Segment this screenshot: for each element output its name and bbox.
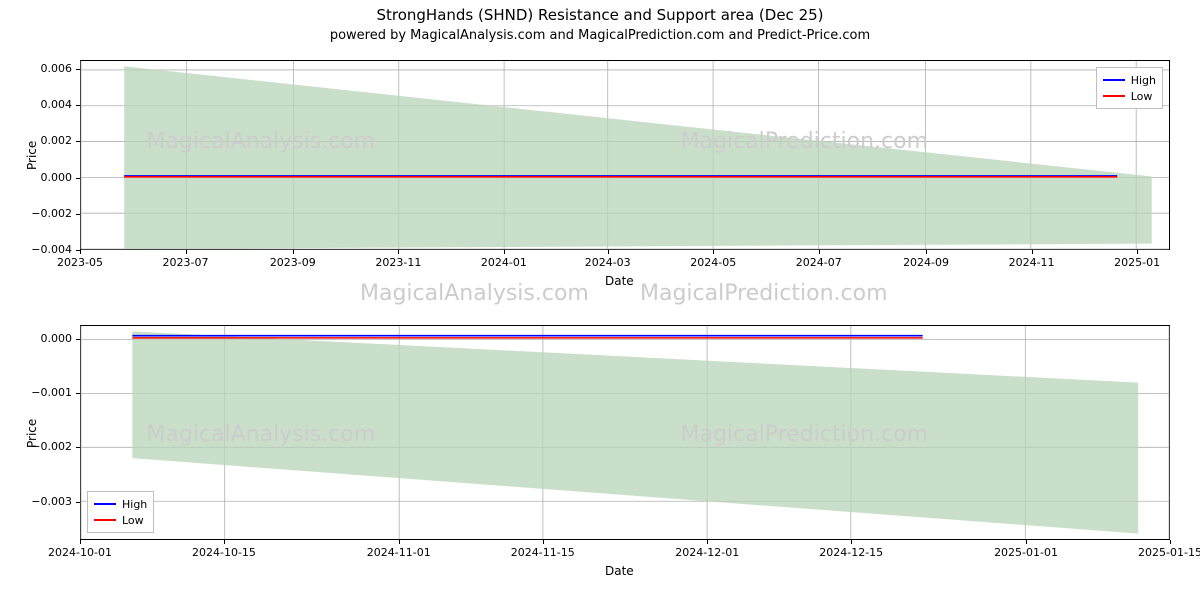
- x-tick-label: 2025-01-15: [1135, 546, 1200, 559]
- legend-label: Low: [122, 514, 144, 527]
- x-tick-label: 2024-05: [678, 256, 748, 269]
- y-tick-label: 0.004: [41, 98, 73, 111]
- y-tick-label: −0.003: [31, 495, 72, 508]
- legend-label: High: [122, 498, 147, 511]
- chart-subtitle: powered by MagicalAnalysis.com and Magic…: [0, 28, 1200, 43]
- legend-item: Low: [94, 512, 147, 528]
- watermark-text: MagicalAnalysis.com: [360, 281, 589, 306]
- subplot-top: MagicalAnalysis.comMagicalPrediction.com…: [80, 60, 1170, 250]
- legend-label: Low: [1131, 90, 1153, 103]
- legend-item: Low: [1103, 88, 1156, 104]
- y-tick-label: −0.004: [31, 243, 72, 256]
- legend-label: High: [1131, 74, 1156, 87]
- x-tick-label: 2024-11-01: [364, 546, 434, 559]
- legend-swatch: [1103, 95, 1125, 97]
- legend-item: High: [1103, 72, 1156, 88]
- y-axis-label: Price: [25, 418, 39, 447]
- x-tick-label: 2023-07: [151, 256, 221, 269]
- x-tick-label: 2024-11: [997, 256, 1067, 269]
- x-tick-label: 2023-11: [363, 256, 433, 269]
- y-tick-label: −0.001: [31, 386, 72, 399]
- y-tick-label: 0.002: [41, 134, 73, 147]
- x-tick-label: 2024-03: [573, 256, 643, 269]
- x-tick-label: 2024-11-15: [508, 546, 578, 559]
- x-tick-label: 2024-10-01: [45, 546, 115, 559]
- x-tick-label: 2023-05: [45, 256, 115, 269]
- y-tick-label: −0.002: [31, 207, 72, 220]
- x-tick-label: 2024-09: [891, 256, 961, 269]
- subplot-bottom: MagicalAnalysis.comMagicalPrediction.com…: [80, 325, 1170, 540]
- legend-swatch: [1103, 79, 1125, 81]
- x-tick-label: 2023-09: [258, 256, 328, 269]
- x-tick-label: 2024-10-15: [189, 546, 259, 559]
- y-tick-label: 0.006: [41, 62, 73, 75]
- x-tick-label: 2024-01: [469, 256, 539, 269]
- chart-title: StrongHands (SHND) Resistance and Suppor…: [0, 6, 1200, 24]
- y-tick-label: 0.000: [41, 171, 73, 184]
- y-axis-label: Price: [25, 141, 39, 170]
- x-axis-label: Date: [605, 564, 634, 578]
- x-tick-label: 2024-12-01: [672, 546, 742, 559]
- y-tick-label: 0.000: [41, 332, 73, 345]
- watermark-text: MagicalPrediction.com: [640, 281, 888, 306]
- legend: High Low: [1096, 67, 1163, 109]
- x-tick-label: 2024-07: [784, 256, 854, 269]
- x-tick-label: 2024-12-15: [816, 546, 886, 559]
- legend-item: High: [94, 496, 147, 512]
- x-tick-label: 2025-01: [1102, 256, 1172, 269]
- legend-swatch: [94, 519, 116, 521]
- legend-swatch: [94, 503, 116, 505]
- legend: High Low: [87, 491, 154, 533]
- x-axis-label: Date: [605, 274, 634, 288]
- figure: StrongHands (SHND) Resistance and Suppor…: [0, 0, 1200, 600]
- x-tick-label: 2025-01-01: [991, 546, 1061, 559]
